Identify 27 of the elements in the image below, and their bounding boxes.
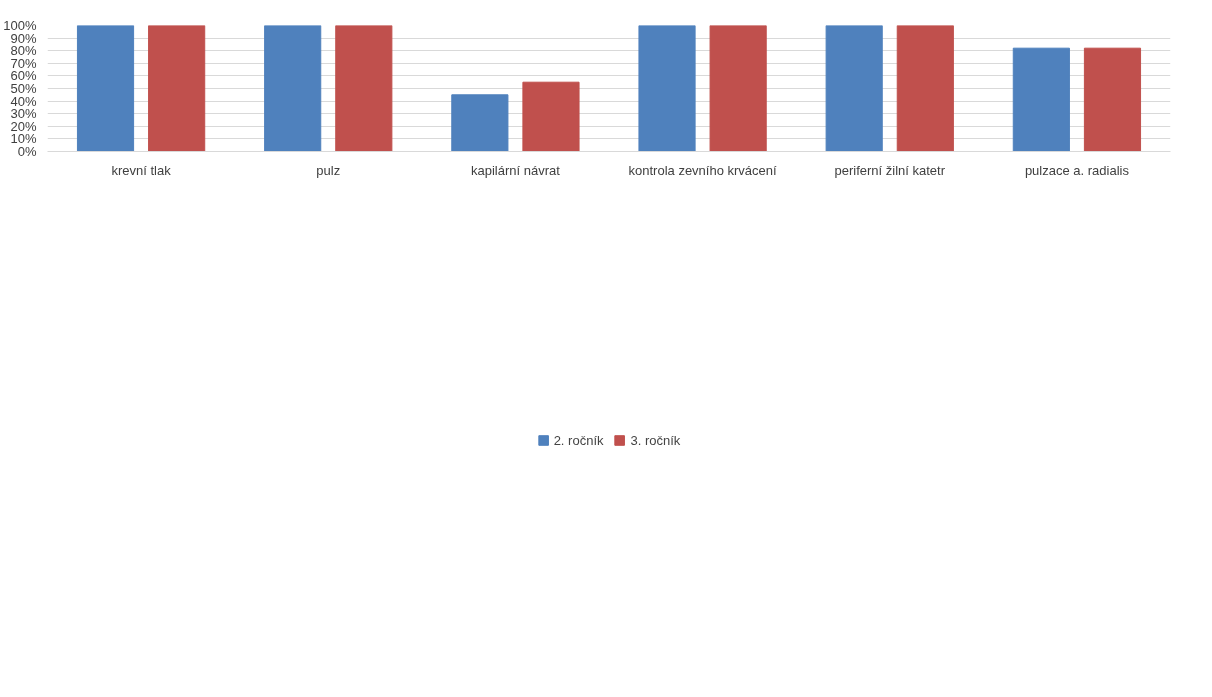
legend-label: 2. ročník xyxy=(553,432,604,448)
y-tick-label: 10% xyxy=(10,131,37,147)
legend-label: 3. ročník xyxy=(630,432,681,448)
x-tick-label: kapilární návrat xyxy=(470,162,561,178)
y-tick-label: 50% xyxy=(10,81,37,96)
y-tick-label: 60% xyxy=(10,68,37,84)
y-tick-label: 40% xyxy=(10,93,37,109)
bar xyxy=(825,25,883,152)
y-tick-label: 90% xyxy=(10,30,37,46)
bar xyxy=(1083,47,1142,152)
bar xyxy=(335,25,393,152)
bar xyxy=(522,81,580,152)
x-tick-label: pulzace a. radialis xyxy=(1024,162,1130,178)
bar xyxy=(638,25,696,152)
x-tick-label: pulz xyxy=(316,162,341,178)
y-tick-label: 0% xyxy=(17,144,37,159)
bar xyxy=(76,25,135,152)
x-tick-label: krevní tlak xyxy=(111,162,172,178)
bar xyxy=(709,25,767,152)
bar xyxy=(896,25,954,152)
bar xyxy=(451,94,509,152)
bar xyxy=(1012,47,1070,152)
bar xyxy=(148,25,206,152)
x-tick-label: periferní žilní katetr xyxy=(834,162,946,178)
y-tick-label: 100% xyxy=(3,18,37,33)
x-tick-label: kontrola zevního krvácení xyxy=(628,162,778,178)
bar xyxy=(264,25,322,152)
